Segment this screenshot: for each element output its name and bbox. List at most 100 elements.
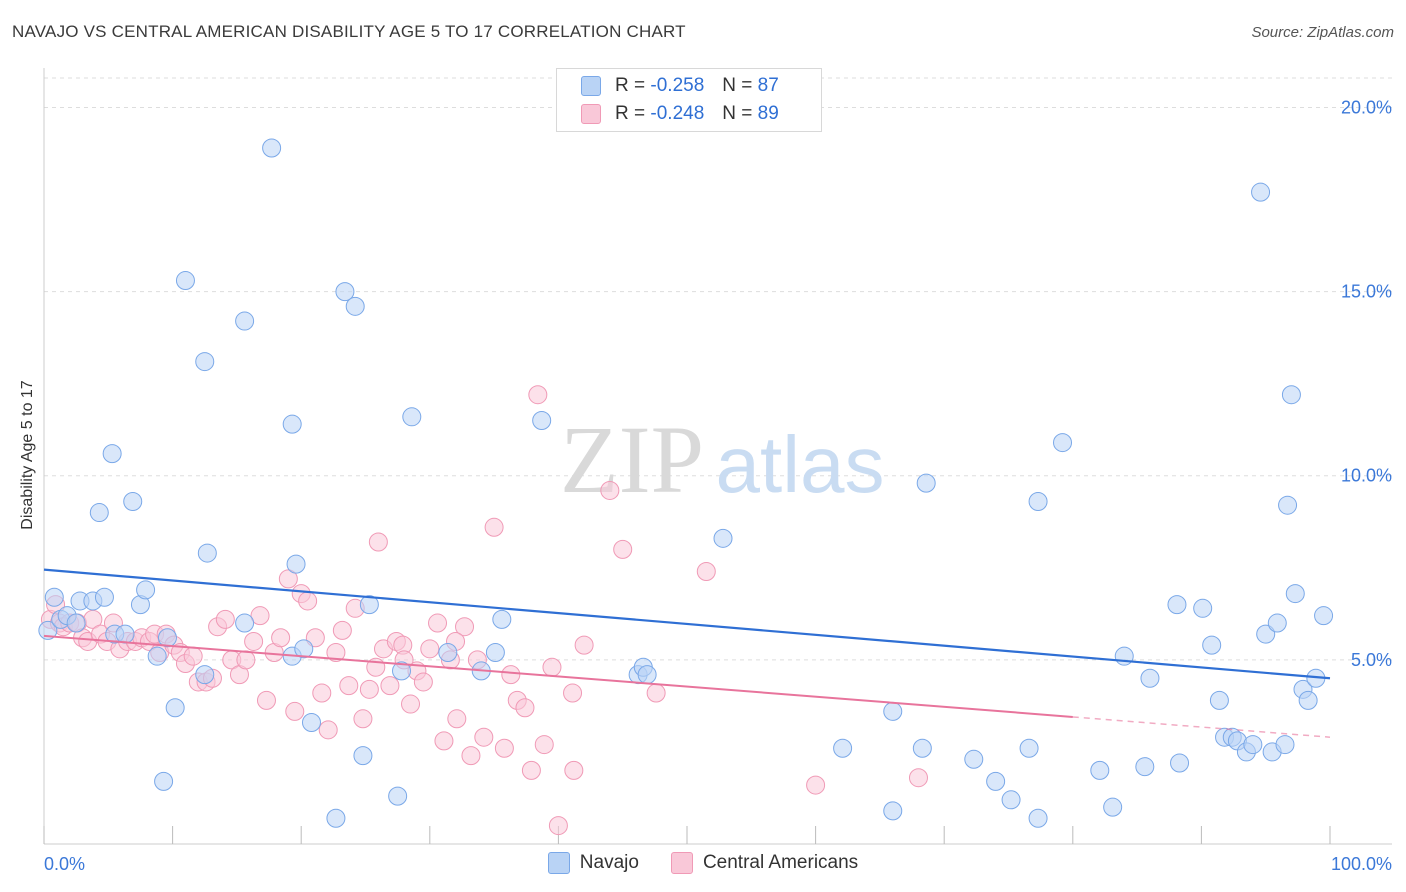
- navajo-point: [353, 746, 373, 766]
- central-point: [250, 606, 270, 626]
- navajo-point: [637, 665, 657, 685]
- navajo-point: [1028, 492, 1048, 512]
- axes: [43, 68, 1392, 845]
- navajo-point: [402, 407, 422, 427]
- navajo-point: [359, 595, 379, 615]
- navajo-point: [154, 771, 174, 791]
- navajo-point: [438, 643, 458, 662]
- navajo-point: [1281, 385, 1301, 405]
- navajo-point: [964, 749, 984, 769]
- central-point: [401, 694, 421, 714]
- navajo-point: [713, 528, 733, 548]
- central-point: [806, 775, 826, 795]
- navajo-point: [1103, 797, 1123, 817]
- central-point: [305, 628, 325, 648]
- watermark-atlas: atlas: [716, 420, 885, 509]
- legend-label-central: Central Americans: [702, 852, 859, 873]
- central-point: [613, 539, 633, 559]
- central-point: [332, 620, 352, 640]
- navajo-point: [912, 738, 932, 758]
- central-point: [908, 768, 928, 788]
- legend-n-label: N =: [722, 103, 753, 124]
- navajo-points: [38, 138, 1334, 828]
- central-point: [696, 561, 716, 581]
- central-point: [564, 760, 584, 780]
- legend-swatch-navajo: [581, 76, 601, 96]
- legend-row-navajo: R = -0.258 N = 87: [557, 72, 779, 100]
- navajo-point: [1298, 690, 1318, 710]
- central-point: [428, 613, 448, 633]
- navajo-point: [286, 554, 306, 574]
- navajo-point: [1001, 790, 1021, 810]
- legend-n-label: N =: [722, 75, 753, 96]
- navajo-point: [123, 492, 143, 512]
- chart-title: NAVAJO VS CENTRAL AMERICAN DISABILITY AG…: [12, 22, 686, 41]
- navajo-point: [89, 503, 109, 523]
- central-point: [285, 701, 305, 721]
- navajo-point: [1193, 598, 1213, 618]
- navajo-point: [195, 352, 215, 372]
- navajo-point: [44, 587, 64, 607]
- navajo-point: [262, 138, 282, 158]
- legend-swatch-central: [581, 104, 601, 124]
- navajo-point: [1267, 613, 1287, 633]
- navajo-point: [235, 311, 255, 331]
- navajo-point: [102, 444, 122, 464]
- navajo-point: [883, 701, 903, 721]
- central-point: [455, 617, 475, 637]
- central-point: [312, 683, 332, 703]
- navajo-point: [157, 628, 177, 648]
- navajo-point: [1256, 624, 1276, 644]
- navajo-point: [532, 410, 552, 430]
- navajo-point: [335, 282, 355, 302]
- central-point: [534, 735, 554, 755]
- navajo-point: [195, 665, 215, 685]
- central-point: [413, 672, 433, 692]
- navajo-point: [833, 738, 853, 758]
- navajo-point: [1202, 635, 1222, 655]
- navajo-point: [883, 801, 903, 821]
- legend-r-value: -0.258: [650, 75, 705, 96]
- legend-row-central: R = -0.248 N = 89: [557, 100, 779, 128]
- central-point: [339, 676, 359, 696]
- navajo-point: [326, 808, 346, 828]
- central-point: [318, 720, 338, 740]
- legend-swatch-central: [670, 852, 693, 874]
- y-tick-label: 15.0%: [1341, 282, 1392, 302]
- navajo-point: [492, 609, 512, 629]
- navajo-point: [485, 643, 505, 662]
- central-point: [521, 760, 541, 780]
- central-point: [515, 698, 535, 718]
- central-point: [215, 609, 235, 629]
- navajo-point: [1167, 595, 1187, 615]
- central-point: [244, 631, 264, 651]
- legend-label-navajo: Navajo: [579, 852, 639, 873]
- central-point: [368, 532, 388, 552]
- central-point: [461, 746, 481, 766]
- navajo-point: [175, 271, 195, 291]
- legend-n-value: 87: [757, 75, 779, 96]
- x-tick-label: 0.0%: [44, 854, 85, 874]
- navajo-point: [282, 414, 302, 434]
- navajo-point: [1251, 182, 1271, 202]
- central-point: [359, 679, 379, 699]
- navajo-point: [66, 613, 86, 633]
- central-point: [353, 709, 373, 729]
- navajo-point: [1170, 753, 1190, 773]
- navajo-point: [301, 712, 321, 732]
- central-point: [434, 731, 454, 751]
- central-point: [484, 517, 504, 537]
- watermark: ZIP atlas: [560, 406, 884, 513]
- central-point: [420, 639, 440, 659]
- trend-lines: [43, 568, 1331, 738]
- x-tick-label: 100.0%: [1331, 854, 1392, 874]
- legend-r-label: R =: [615, 103, 646, 124]
- navajo-point: [294, 639, 314, 659]
- navajo-point: [916, 473, 936, 493]
- navajo-point: [1140, 668, 1160, 688]
- navajo-point: [165, 698, 185, 718]
- y-tick-label: 5.0%: [1351, 650, 1392, 670]
- navajo-point: [986, 771, 1006, 791]
- legend-r-value: -0.248: [650, 103, 705, 124]
